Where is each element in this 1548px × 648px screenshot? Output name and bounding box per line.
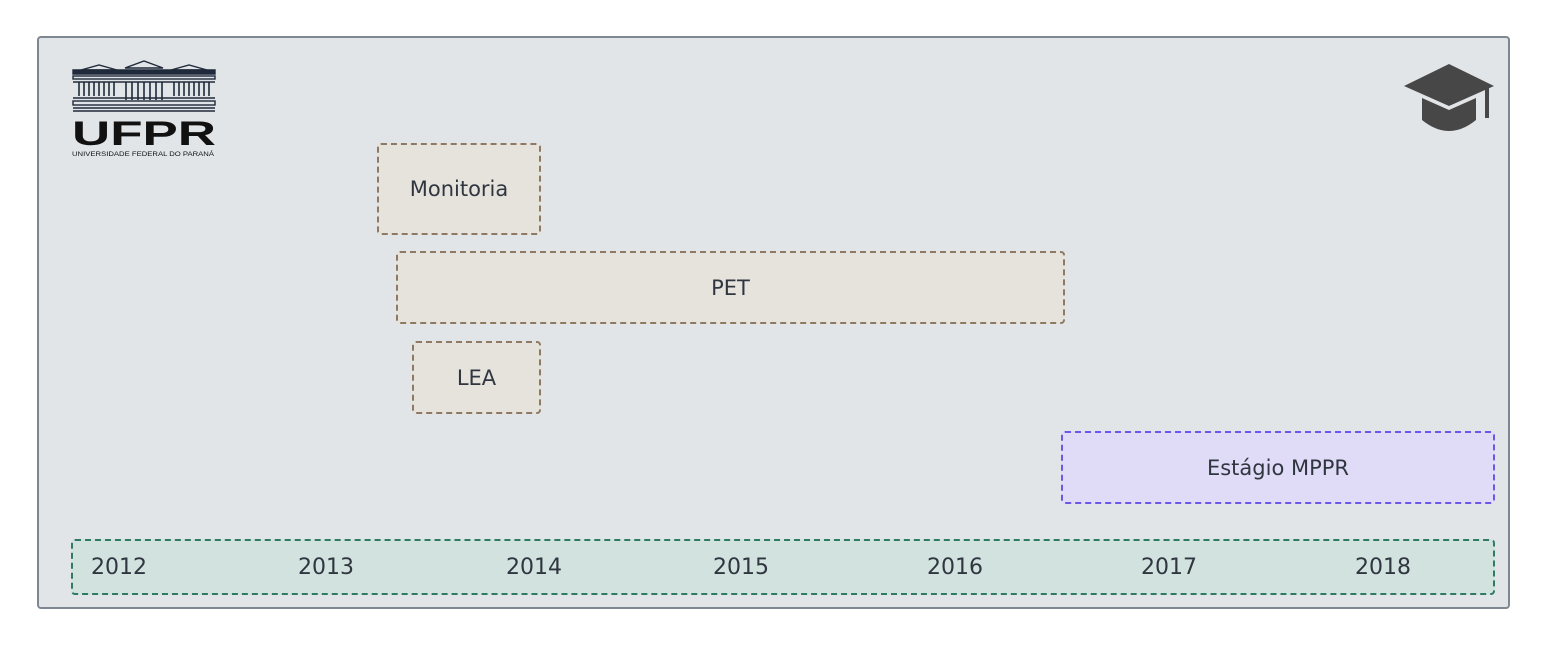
activity-label: Monitoria [409,177,509,201]
ufpr-logo: UFPR UNIVERSIDADE FEDERAL DO PARANÁ [72,60,216,158]
activity-label: PET [711,275,750,300]
year-label-2013: 2013 [298,555,354,580]
activity-box-lea: LEA [412,341,541,414]
year-label-2017: 2017 [1141,555,1197,580]
internship-label: Estágio MPPR [1206,455,1350,480]
year-label-2016: 2016 [927,555,983,580]
year-label-2014: 2014 [506,555,562,580]
ufpr-subtitle: UNIVERSIDADE FEDERAL DO PARANÁ [72,151,214,158]
activity-box-pet: PET [396,251,1065,324]
year-timeline: 2012 2013 2014 2015 2016 2017 2018 [71,539,1495,595]
year-label-2012: 2012 [91,555,147,580]
ufpr-wordmark: UFPR [72,115,216,153]
activity-box-monitoria: Monitoria [377,143,541,235]
internship-box-mppr: Estágio MPPR [1061,431,1495,504]
year-label-2015: 2015 [713,555,769,580]
graduation-cap-icon [1404,64,1494,131]
activity-label: LEA [456,365,497,390]
year-label-2018: 2018 [1355,555,1411,580]
